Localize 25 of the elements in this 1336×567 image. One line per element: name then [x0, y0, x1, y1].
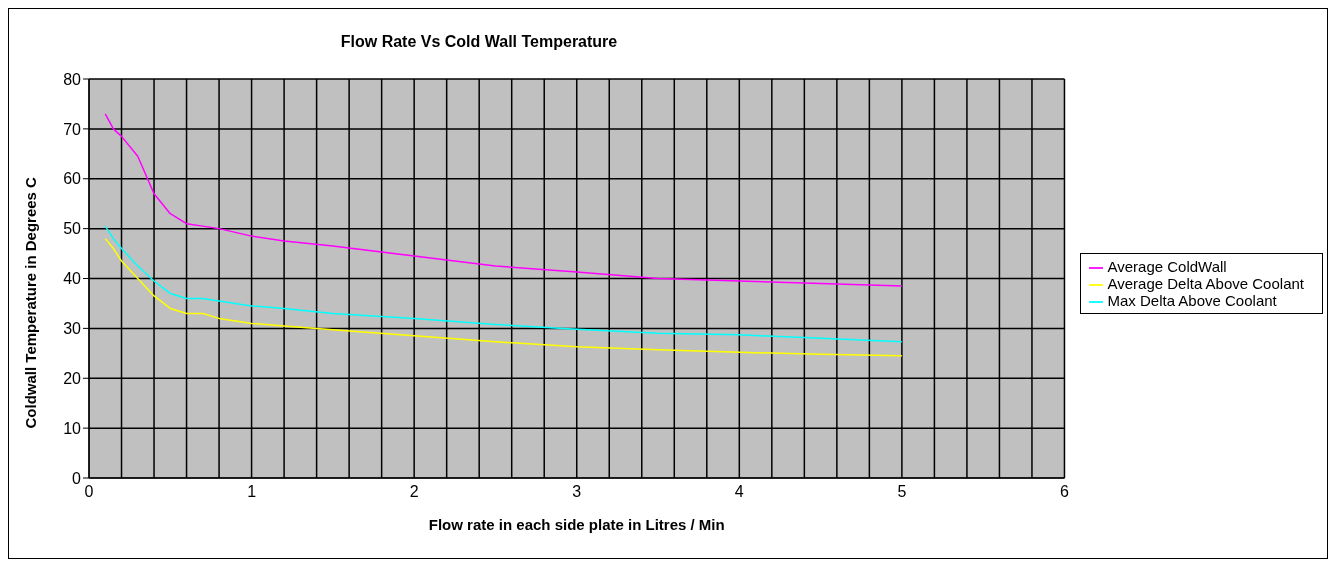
line-series [104, 237, 903, 357]
line-series [104, 113, 903, 287]
x-tick-label: 4 [734, 483, 744, 501]
x-tick-label: 3 [572, 483, 582, 501]
x-tick-label: 5 [897, 483, 907, 501]
legend-label: Average Delta Above Coolant [1107, 275, 1304, 292]
x-tick-label: 2 [409, 483, 419, 501]
y-tick-label: 50 [63, 220, 82, 238]
x-tick-label: 0 [84, 483, 94, 501]
x-axis-title: Flow rate in each side plate in Litres / Min [428, 516, 725, 533]
x-tick-label: 1 [247, 483, 257, 501]
y-axis-title: Coldwall Temperature in Degrees C [22, 176, 40, 429]
chart-title: Flow Rate Vs Cold Wall Temperature [339, 33, 619, 51]
y-tick-label: 70 [63, 120, 82, 138]
y-tick-label: 40 [63, 270, 82, 288]
y-tick-label: 20 [63, 369, 82, 387]
y-tick-label: 10 [63, 419, 82, 437]
y-tick-label: 0 [72, 469, 82, 487]
y-tick-label: 80 [63, 70, 82, 88]
line-series [104, 225, 903, 343]
legend-label: Average ColdWall [1107, 257, 1227, 275]
y-tick-label: 60 [63, 170, 82, 188]
legend-label: Max Delta Above Coolant [1107, 292, 1277, 310]
y-tick-label: 30 [63, 320, 82, 338]
x-tick-label: 6 [1060, 483, 1070, 501]
